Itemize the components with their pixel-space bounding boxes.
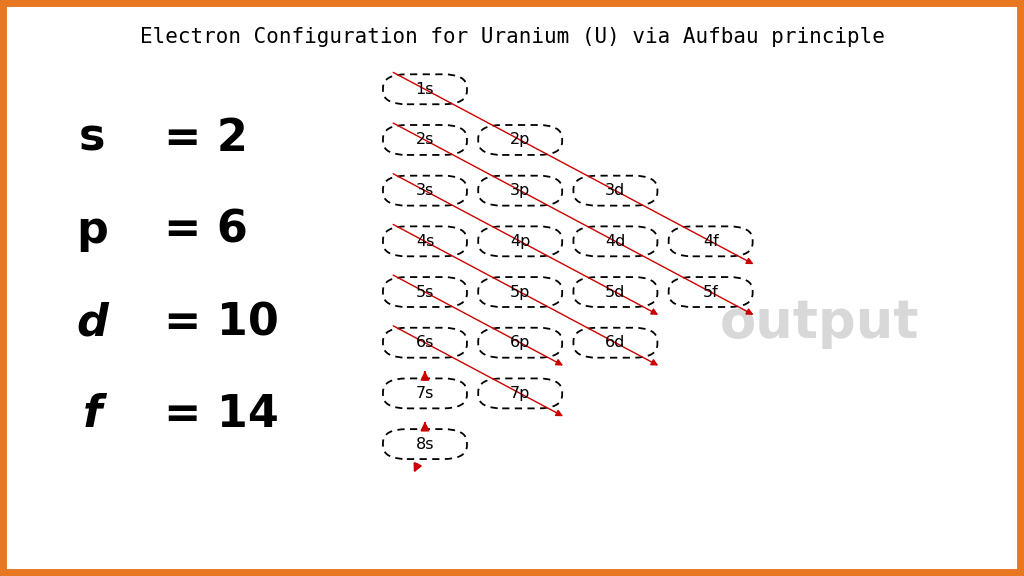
Text: Electron Configuration for Uranium (U) via Aufbau principle: Electron Configuration for Uranium (U) v… [139,28,885,47]
Text: 5d: 5d [605,285,626,300]
Text: = 10: = 10 [164,301,279,344]
Text: = 6: = 6 [164,209,248,252]
Text: 7s: 7s [416,386,434,401]
Text: 4p: 4p [510,234,530,249]
Text: 6p: 6p [510,335,530,350]
Text: 4f: 4f [702,234,719,249]
Text: 4d: 4d [605,234,626,249]
Text: 7p: 7p [510,386,530,401]
Text: 2p: 2p [510,132,530,147]
Text: 1s: 1s [416,82,434,97]
Text: 3s: 3s [416,183,434,198]
Text: 5s: 5s [416,285,434,300]
Text: output: output [720,297,919,348]
Text: 5p: 5p [510,285,530,300]
Text: = 14: = 14 [164,393,279,436]
Text: 5f: 5f [702,285,719,300]
Text: 3d: 3d [605,183,626,198]
Text: 6d: 6d [605,335,626,350]
Text: 6s: 6s [416,335,434,350]
Text: 2s: 2s [416,132,434,147]
Text: s: s [79,117,105,160]
Text: 8s: 8s [416,437,434,452]
Text: 3p: 3p [510,183,530,198]
Text: p: p [76,209,109,252]
Text: d: d [76,301,109,344]
Text: = 2: = 2 [164,117,248,160]
Text: f: f [83,393,101,436]
Text: 4s: 4s [416,234,434,249]
